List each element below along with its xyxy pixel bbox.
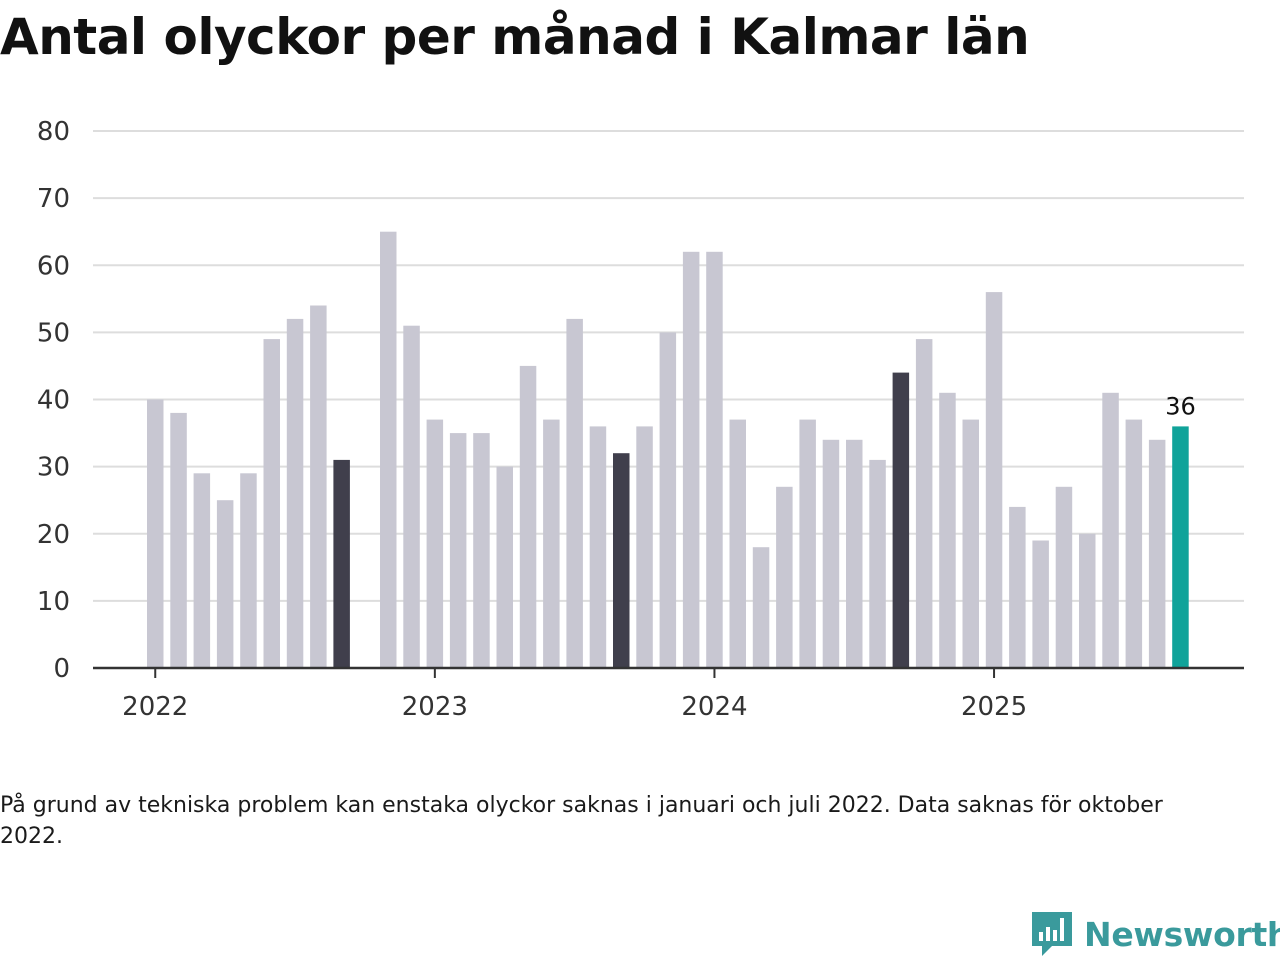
y-tick-label: 80 bbox=[37, 117, 70, 147]
bar-2023-06 bbox=[543, 419, 560, 668]
bar-2023-07 bbox=[566, 318, 583, 668]
bar-2025-04 bbox=[1055, 486, 1073, 668]
bar-2024-11 bbox=[939, 392, 956, 668]
bar-2025-03 bbox=[1032, 540, 1049, 668]
bar-2022-12 bbox=[403, 325, 420, 668]
bar-2022-05 bbox=[240, 473, 257, 668]
bar-2023-05 bbox=[519, 365, 537, 668]
bar-chart: 0 10 20 30 40 50 60 70 80 36 2022 2023 2024 2025 bbox=[37, 117, 1244, 722]
bar-2022-08 bbox=[310, 305, 327, 668]
bar-2023-12 bbox=[682, 251, 700, 669]
y-tick-label: 40 bbox=[37, 386, 70, 416]
bar-2022-11 bbox=[380, 231, 397, 668]
bar-2025-09 bbox=[1172, 426, 1189, 668]
bar-2022-06 bbox=[263, 339, 280, 668]
bar-2022-01 bbox=[147, 399, 164, 668]
y-axis-ticks: 0 10 20 30 40 50 60 70 80 bbox=[37, 117, 70, 684]
y-tick-label: 0 bbox=[53, 654, 70, 684]
bar-2023-03 bbox=[473, 433, 490, 668]
data-label-2025-09: 36 bbox=[1165, 392, 1196, 420]
bar-2024-03 bbox=[752, 547, 770, 668]
footnote: På grund av tekniska problem kan enstaka… bbox=[0, 793, 1163, 849]
newsworthy-logo: Newsworthy bbox=[1030, 908, 1280, 960]
x-tick-label-2025: 2025 bbox=[961, 692, 1027, 722]
bar-2022-03 bbox=[193, 473, 211, 668]
chart-title: Antal olyckor per månad i Kalmar län bbox=[0, 8, 1030, 66]
bar-2023-01 bbox=[426, 419, 444, 668]
bars bbox=[147, 231, 1189, 669]
bar-2024-01 bbox=[706, 251, 723, 669]
newsworthy-logo-text: Newsworthy bbox=[1084, 914, 1280, 954]
bar-2025-02 bbox=[1009, 506, 1026, 668]
bar-2022-02 bbox=[170, 412, 187, 668]
x-tick-label-2023: 2023 bbox=[402, 692, 468, 722]
bar-2023-02 bbox=[449, 433, 467, 668]
bar-2023-11 bbox=[659, 332, 677, 668]
bar-2025-07 bbox=[1125, 419, 1143, 668]
bar-2024-12 bbox=[962, 419, 979, 668]
bar-2022-07 bbox=[286, 318, 304, 668]
data-labels: 36 bbox=[1165, 392, 1196, 420]
x-tick-label-2022: 2022 bbox=[122, 692, 188, 722]
bar-2024-08 bbox=[869, 459, 886, 668]
bar-2025-01 bbox=[985, 292, 1003, 668]
x-axis-ticks: 2022 2023 2024 2025 bbox=[122, 668, 1027, 722]
bar-2023-08 bbox=[589, 426, 607, 668]
x-tick-label-2024: 2024 bbox=[681, 692, 747, 722]
y-tick-label: 30 bbox=[37, 453, 70, 483]
bar-2023-10 bbox=[636, 426, 653, 668]
bar-2024-09 bbox=[892, 372, 910, 668]
bar-2025-05 bbox=[1079, 533, 1096, 669]
bar-2023-04 bbox=[496, 466, 513, 668]
y-tick-label: 50 bbox=[37, 318, 70, 348]
bar-2022-09 bbox=[333, 459, 350, 668]
y-tick-label: 60 bbox=[37, 251, 70, 281]
bar-2024-10 bbox=[915, 339, 933, 668]
bar-2024-02 bbox=[729, 419, 746, 668]
bar-2025-08 bbox=[1148, 439, 1166, 668]
bar-2024-07 bbox=[846, 439, 863, 668]
y-tick-label: 20 bbox=[37, 520, 70, 550]
bar-2022-04 bbox=[216, 500, 234, 668]
bar-2024-06 bbox=[822, 439, 840, 668]
y-tick-label: 10 bbox=[37, 587, 70, 617]
bar-2024-04 bbox=[776, 486, 793, 668]
y-tick-label: 70 bbox=[37, 184, 70, 214]
newsworthy-logo-icon bbox=[1032, 912, 1072, 956]
bar-2024-05 bbox=[799, 419, 816, 668]
bar-2025-06 bbox=[1102, 392, 1119, 668]
bar-2023-09 bbox=[613, 453, 630, 668]
